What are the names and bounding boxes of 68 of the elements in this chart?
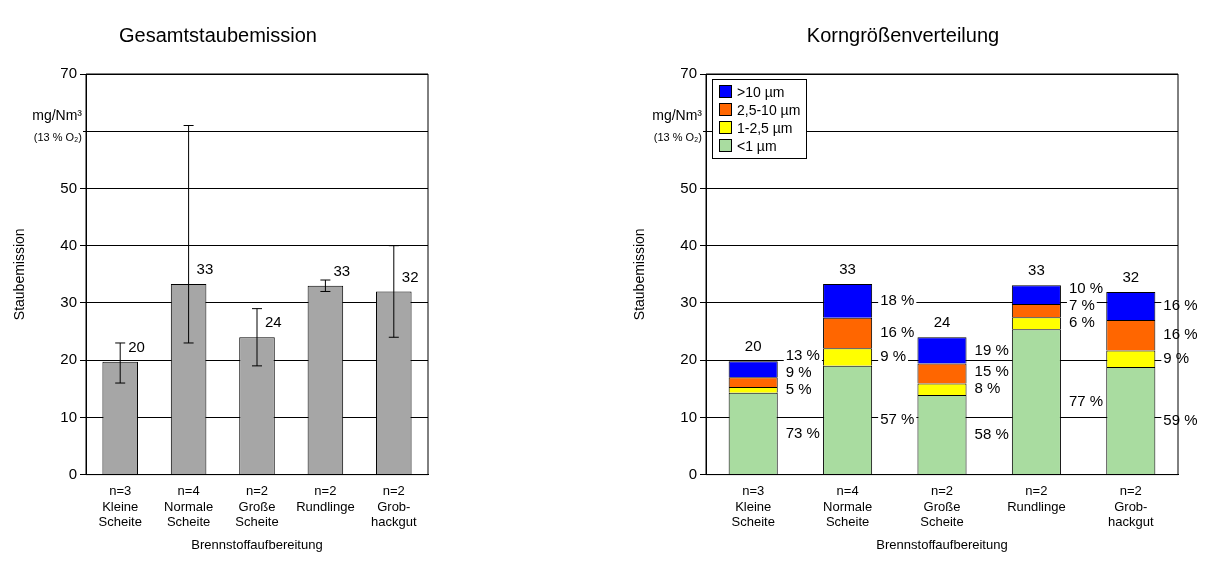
y-tick-label: 10 [60,407,77,425]
annotation: 19 % [974,340,1009,358]
data-label: 33 [333,261,351,279]
x-tick-label: n=2 Große Scheite [235,482,279,530]
annotation: 58 % [974,424,1009,442]
text: (13 % O₂) [653,131,702,144]
data-label: 32 [401,267,419,285]
chart-title: Korngrößenverteilung [806,23,1000,46]
x-tick-label: n=2 Rundlinge [296,482,355,514]
annotation: 10 % [1068,279,1104,297]
text: (13 % O₂) [33,131,82,144]
y-tick-label: 20 [60,350,77,368]
y-tick-label: 40 [680,235,697,253]
annotation: 5 % [785,380,812,398]
annotation: 18 % [880,291,915,309]
annotation: 8 % [974,379,1001,397]
x-axis-title: Brennstoffaufbereitung [191,536,323,552]
legend-label: <1 µm [737,138,777,154]
x-tick-label: n=4 Normale Scheite [823,482,873,530]
y-tick-label: 30 [60,293,77,311]
x-tick-label: n=3 Kleine Scheite [731,482,775,530]
text: mg/Nm³ [32,106,83,123]
annotation: 15 % [974,362,1009,380]
annotation: 9 % [1163,348,1190,366]
y-tick-label: 40 [60,235,77,253]
x-tick-label: n=3 Kleine Scheite [98,482,142,530]
annotation: 16 % [880,323,915,341]
y-tick-label: 50 [60,178,77,196]
x-tick-label: n=4 Normale Scheite [164,482,214,530]
y-tick-label: 0 [68,464,77,482]
x-tick-label: n=2 Rundlinge [1007,482,1066,514]
legend-label: >10 µm [737,84,785,100]
x-tick-label: n=2 Grob- hackgut [371,482,417,530]
annotation: 16 % [1163,296,1198,314]
total-label: 33 [1028,261,1045,279]
legend-label: 2,5-10 µm [737,102,801,118]
total-label: 32 [1122,268,1140,286]
y-tick-label: 0 [688,464,697,482]
data-label: 33 [196,260,214,278]
y-tick-label: 30 [680,293,697,311]
y-tick-label: 70 [680,64,697,82]
data-label: 24 [265,313,282,331]
y-axis-title: Staubemission [11,228,28,321]
annotation: 16 % [1163,325,1198,343]
total-label: 24 [933,313,951,331]
annotation: 77 % [1068,392,1104,410]
annotation: 6 % [1068,313,1095,331]
y-axis-title: Staubemission [631,228,648,321]
annotation: 57 % [880,410,915,428]
annotation: 73 % [785,423,820,441]
data-label: 20 [128,338,145,355]
y-tick-label: 70 [60,64,77,82]
annotation: 13 % [785,346,820,364]
text: mg/Nm³ [652,106,703,123]
annotation: 7 % [1068,296,1095,314]
x-axis-title: Brennstoffaufbereitung [876,536,1008,552]
annotation: 9 % [785,363,812,381]
chart-title: Gesamtstaubemission [119,23,317,46]
annotation: 9 % [880,347,906,365]
y-tick-label: 20 [680,350,697,368]
total-label: 33 [839,260,856,278]
total-label: 20 [744,337,762,355]
y-tick-label: 50 [680,178,697,196]
annotation: 59 % [1163,410,1198,428]
y-tick-label: 10 [680,407,697,425]
x-tick-label: n=2 Große Scheite [920,482,964,530]
x-tick-label: n=2 Grob- hackgut [1108,482,1154,530]
legend-label: 1-2,5 µm [737,120,793,136]
